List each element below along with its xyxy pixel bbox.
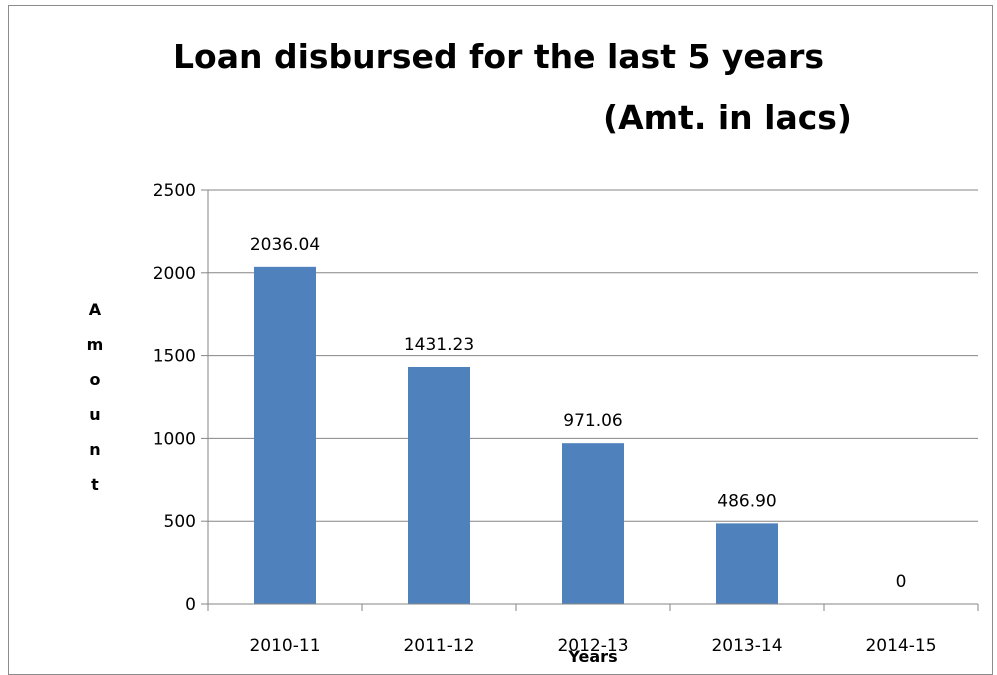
gridlines (208, 189, 978, 522)
y-tick-label: 1500 (153, 347, 196, 367)
y-axis-title-letter: n (89, 440, 100, 459)
bars (254, 266, 778, 604)
y-tick-label: 1000 (153, 429, 196, 449)
data-label-2014-15: 0 (896, 572, 907, 592)
data-label-2011-12: 1431.23 (404, 335, 474, 355)
y-tick-label: 2500 (153, 181, 196, 201)
bar-2012-13 (562, 443, 624, 604)
data-label-2010-11: 2036.04 (250, 235, 320, 255)
y-axis-title-letter: t (91, 475, 99, 494)
data-label-2012-13: 971.06 (563, 411, 622, 431)
bar-2010-11 (254, 266, 316, 604)
x-tick-label: 2011-12 (403, 636, 474, 656)
chart-frame (8, 5, 993, 675)
x-tick-label: 2014-15 (865, 636, 936, 656)
y-tick-label: 500 (164, 512, 196, 532)
bar-2011-12 (408, 366, 470, 604)
y-axis-title-letter: A (89, 300, 102, 319)
chart-title: Loan disbursed for the last 5 years (173, 37, 824, 76)
x-tick-label: 2013-14 (711, 636, 782, 656)
y-axis-title-letter: o (90, 370, 101, 389)
x-tick-label: 2012-13 (557, 636, 628, 656)
x-tick-label: 2010-11 (249, 636, 320, 656)
labels: 0 500 1000 1500 2000 2500 2036.04 2010-11 1431.2… (87, 181, 937, 664)
axes (201, 189, 979, 611)
data-label-2013-14: 486.90 (717, 491, 776, 511)
x-axis-title: Years (567, 647, 617, 664)
chart-subtitle: (Amt. in lacs) (603, 98, 852, 137)
y-tick-label: 2000 (153, 264, 196, 284)
y-tick-label: 0 (185, 595, 196, 615)
bar-2013-14 (716, 523, 778, 604)
y-axis-title-letter: u (89, 405, 100, 424)
y-axis-title-letter: m (87, 335, 104, 354)
